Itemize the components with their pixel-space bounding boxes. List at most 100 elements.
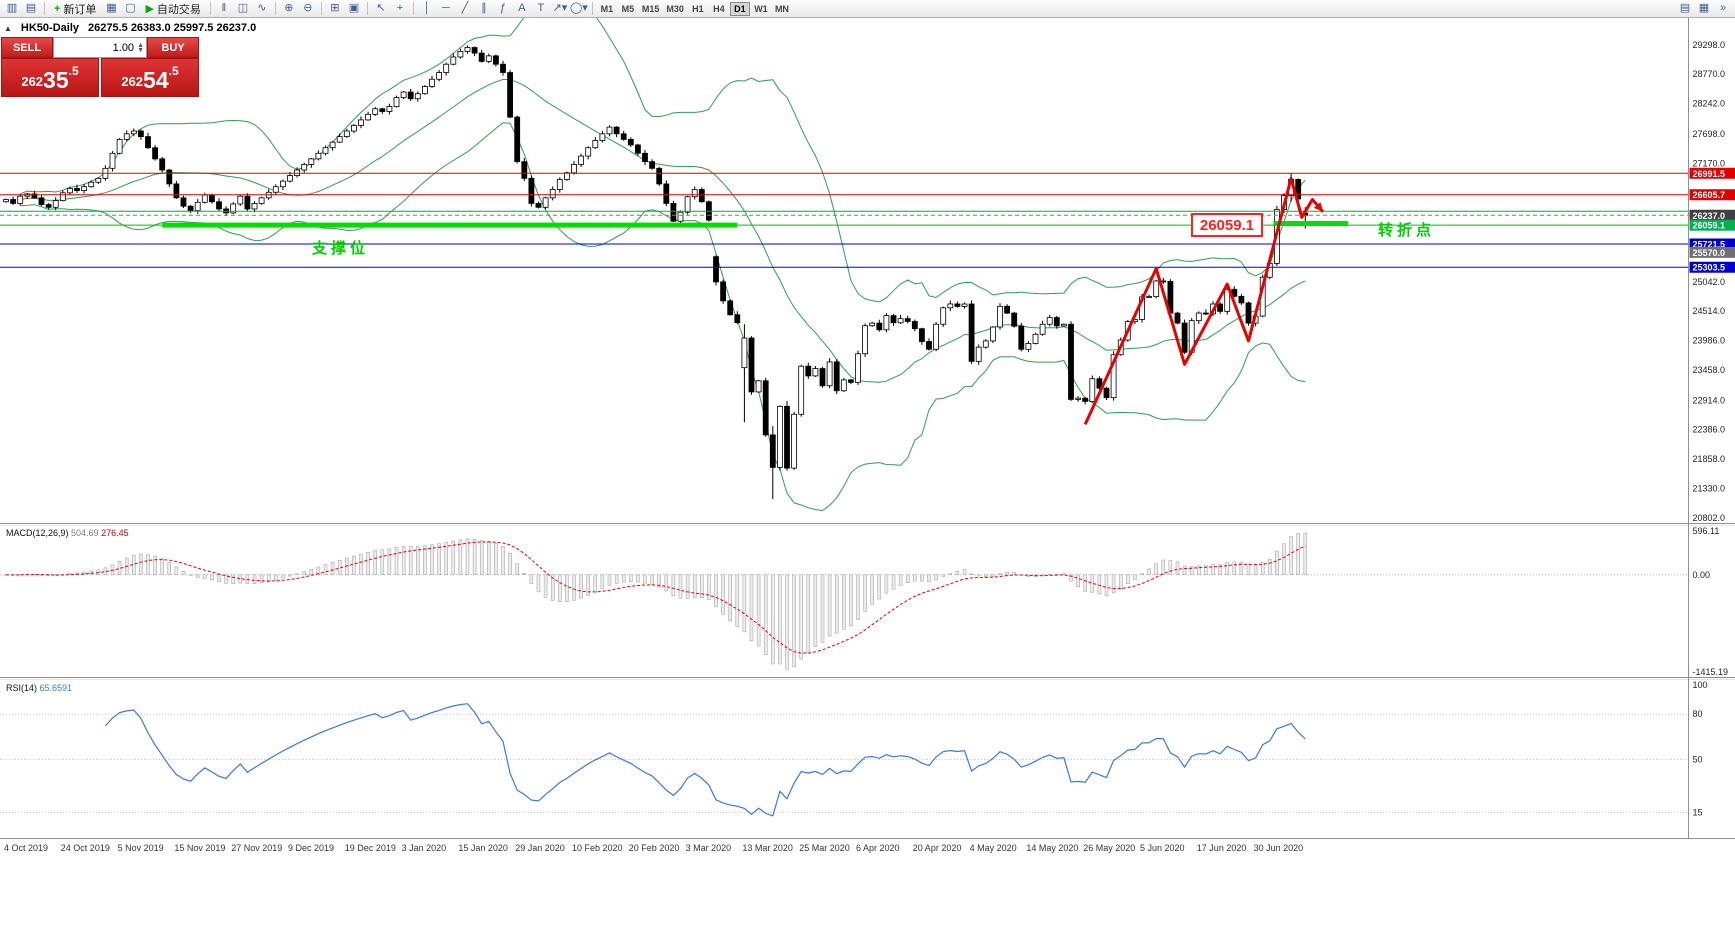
price-axis-label: 24514.0 [1693,306,1726,316]
main-plot-area[interactable] [0,18,1735,523]
price-axis-label: 20802.0 [1693,513,1726,523]
timeframe-m1-button[interactable]: M1 [600,3,614,14]
toolbar-separator [366,2,368,15]
buy-price-big-digits: 54 [143,67,169,93]
date-axis-label: 20 Feb 2020 [629,843,680,853]
toolbar-overflow-icon[interactable]: » [1719,2,1727,14]
macd-scale-top: 596.11 [1693,526,1720,536]
support-label: 支撑位 [311,239,369,257]
price-tag-label: 26237.0 [1693,211,1726,221]
new-order-icon: + [54,2,61,15]
timeframe-m15-button[interactable]: M15 [641,3,660,14]
channel-icon[interactable]: ∥ [481,2,487,14]
trend-zigzag-arrow[interactable] [1083,176,1325,426]
toolbar-separator [209,2,211,15]
vertical-line-icon[interactable]: │ [423,2,431,14]
price-tag-26059.1 [1689,219,1735,231]
date-axis-label: 27 Nov 2019 [231,843,282,853]
date-axis-label: 17 Jun 2020 [1197,843,1247,853]
date-axis-label: 10 Feb 2020 [572,843,623,853]
panel-separators[interactable] [0,18,1735,839]
candlestick-chart-icon[interactable]: ◫ [237,2,249,14]
timeframe-m5-button[interactable]: M5 [621,3,635,14]
date-axis-label: 19 Dec 2019 [345,843,396,853]
cursor-icon[interactable]: ↖ [376,2,386,14]
macd-signal-line [5,541,1306,654]
crosshair-icon[interactable]: + [396,2,404,14]
chart-symbol-period: HK50-Daily [20,22,79,34]
one-click-toggle-icon[interactable]: ▲ [4,23,12,33]
market-watch-icon[interactable]: ▦ [106,2,117,14]
shapes-dropdown-icon[interactable]: ◯▾ [569,2,588,14]
one-click-trading-panel: SELL 1.00 ▲ ▼ BUY 262 35.5 262 54.5 [1,37,199,97]
new-chart-icon[interactable]: ▥ [6,2,18,14]
date-axis-label: 6 Apr 2020 [856,843,900,853]
sell-button[interactable]: SELL [1,37,53,58]
buy-price[interactable]: 262 54.5 [101,58,199,97]
date-axis[interactable]: 4 Oct 2019 24 Oct 2019 5 Nov 2019 15 Nov 20… [4,843,1303,853]
date-axis-label: 5 Jun 2020 [1140,843,1185,853]
level-box-value: 26059.1 [1200,217,1254,234]
bollinger-middle-line [20,78,1306,383]
sell-price-prefix: 262 [21,74,44,89]
price-tag-label: 25721.5 [1693,239,1726,249]
horizontal-lines[interactable] [0,172,1689,268]
bar-chart-icon[interactable]: ‖ [221,2,227,14]
level-box-border [1191,213,1263,237]
lot-increase-icon[interactable]: ▲ [137,41,144,49]
zoom-in-icon[interactable]: ⊕ [284,2,294,14]
rsi-scale-label: 100 [1693,680,1708,690]
macd-panel: MACD(12,26,9) 504.69 276.45 596.11 0.00 -14… [0,526,1728,677]
timeframe-w1-button[interactable]: W1 [754,3,768,14]
lot-decrease-icon[interactable]: ▼ [137,46,144,54]
rsi-scale-label: 15 [1693,807,1703,817]
auto-arrange-icon[interactable]: ▣ [348,2,360,14]
line-chart-icon[interactable]: ∿ [257,2,267,14]
fibonacci-icon[interactable]: ƒ [499,2,506,14]
zigzag-arrowhead [1313,202,1324,212]
text-label-icon[interactable]: T [537,2,545,14]
price-tag-label: 26059.1 [1693,221,1726,231]
price-axis-label: 28770.0 [1693,69,1726,79]
price-axis-label: 21858.0 [1693,454,1726,464]
price-axis[interactable]: 29298.0 28770.0 28242.0 27698.0 27170.0 25042… [1689,40,1735,523]
autotrade-button[interactable]: ▶ 自动交易 [140,1,205,16]
sell-price-big-digits: 35 [43,67,69,93]
date-axis-label: 5 Nov 2019 [118,843,164,853]
zoom-out-icon[interactable]: ⊖ [303,2,313,14]
price-tag-26991.5 [1689,167,1735,179]
lot-size-field[interactable]: 1.00 ▲ ▼ [53,37,147,58]
price-axis-label: 21330.0 [1693,483,1726,493]
arrows-dropdown-icon[interactable]: ↗▾ [552,2,568,14]
price-tag-label: 26605.7 [1693,190,1726,200]
lot-size-value[interactable]: 1.00 [112,41,135,54]
timeframe-d1-button[interactable]: D1 [729,1,750,16]
chart-profiles-icon[interactable]: ▤ [25,2,37,14]
macd-plot-area[interactable] [0,523,1735,680]
tile-windows-icon[interactable]: ⊞ [330,2,340,14]
timeframe-h1-button[interactable]: H1 [692,3,704,14]
date-axis-label: 15 Jan 2020 [458,843,508,853]
new-order-button[interactable]: + 新订单 [49,1,101,16]
one-click-price-row: 262 35.5 262 54.5 [1,58,199,97]
buy-price-prefix: 262 [121,74,144,89]
timeframe-mn-button[interactable]: MN [774,3,789,14]
chart-grid-icon[interactable]: ▦ [1698,2,1710,14]
buy-button[interactable]: BUY [147,37,199,58]
print-icon[interactable]: ▤ [1679,2,1691,14]
lot-spinner: ▲ ▼ [137,41,144,54]
macd-label: MACD(12,26,9) 504.69 276.45 [6,528,129,538]
chart-annotations[interactable]: 支撑位 26059.1 转折点 [311,213,1435,257]
navigator-icon[interactable]: ▢ [125,2,136,14]
trendline-icon[interactable]: ╱ [461,2,469,14]
horizontal-line-icon[interactable]: ─ [442,2,450,14]
timeframe-h4-button[interactable]: H4 [713,3,725,14]
date-axis-label: 15 Nov 2019 [174,843,225,853]
sell-price[interactable]: 262 35.5 [1,58,99,97]
rsi-label: RSI(14) 65.6591 [6,683,72,693]
timeframe-m30-button[interactable]: M30 [666,3,684,14]
text-icon[interactable]: A [518,2,526,14]
date-axis-label: 26 May 2020 [1083,843,1135,853]
